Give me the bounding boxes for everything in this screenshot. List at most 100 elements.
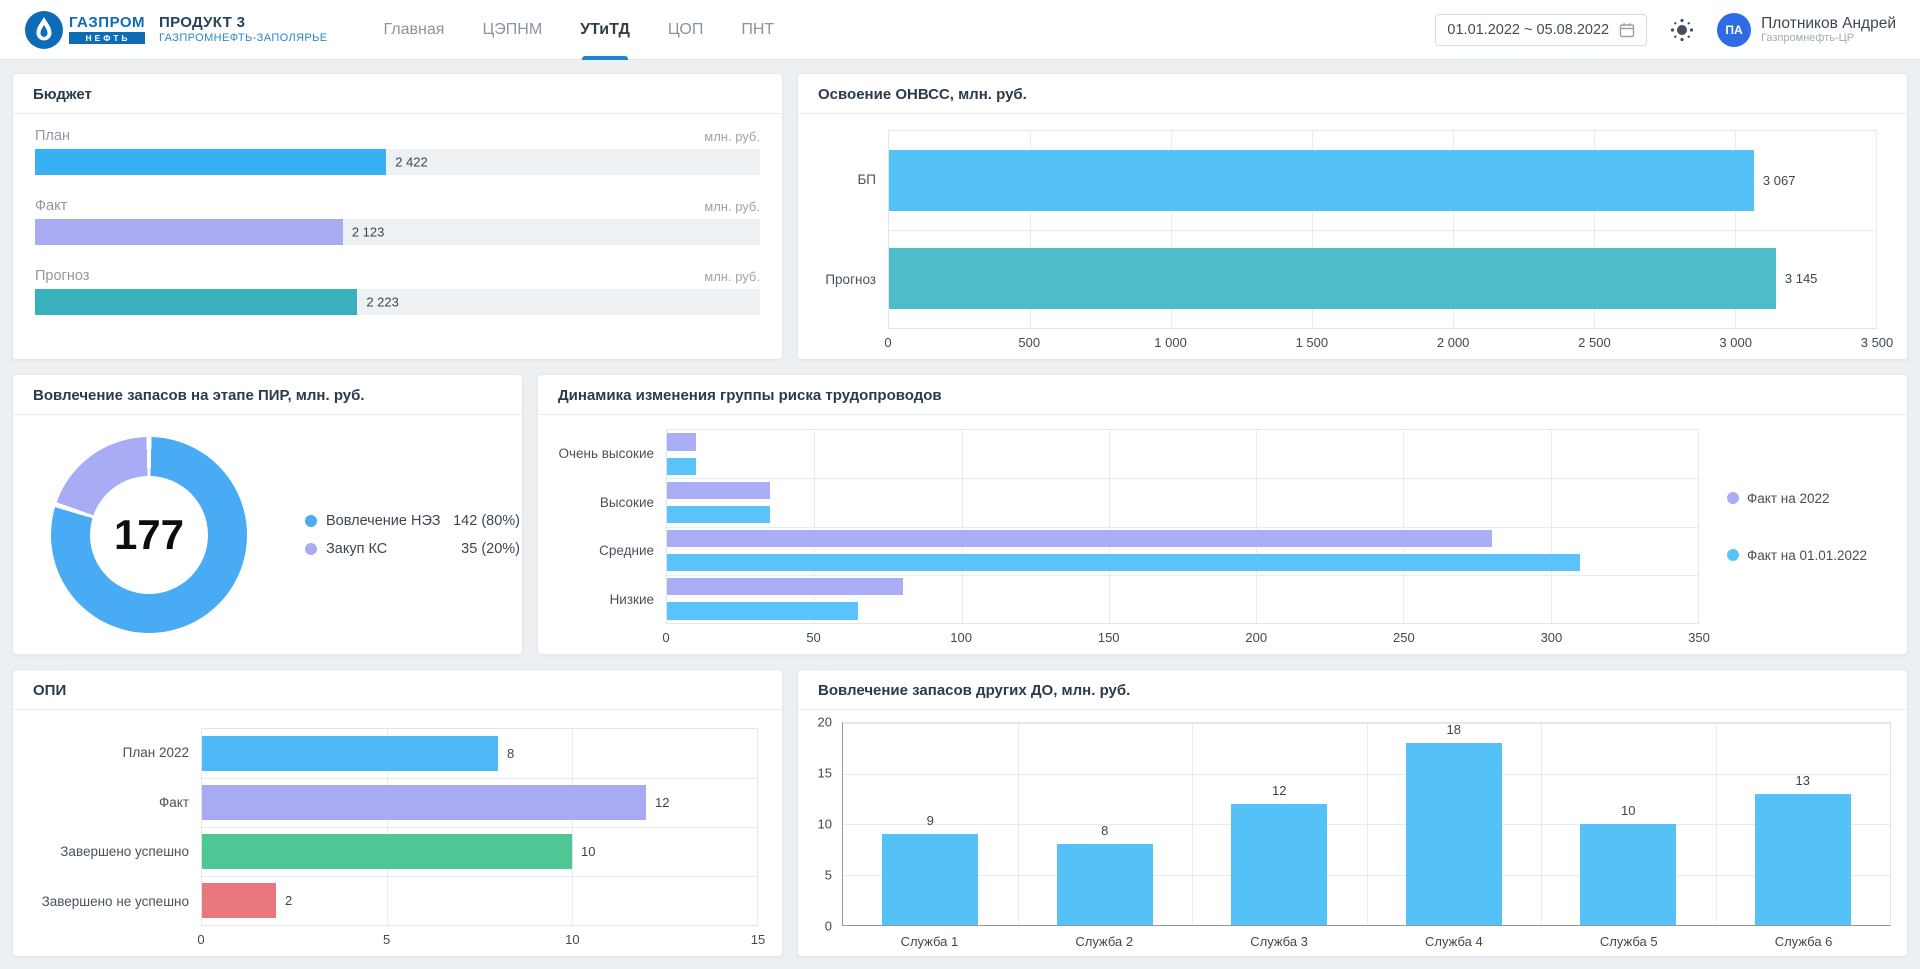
bar-value-label: 9: [927, 813, 934, 828]
date-range-picker[interactable]: 01.01.2022 ~ 05.08.2022: [1435, 14, 1647, 46]
bar-row: [667, 602, 1698, 619]
bar-3: [1231, 804, 1327, 925]
legend-item[interactable]: Факт на 2022: [1727, 491, 1907, 506]
bar-4: [667, 578, 903, 595]
category-labels: Очень высокиеВысокиеСредниеНизкие: [538, 429, 666, 624]
bar-band: [667, 527, 1698, 575]
axis-tick-label: 5: [825, 868, 832, 883]
category-label: Служба 1: [842, 926, 1017, 956]
axis-tick-label: 15: [818, 766, 832, 781]
bar-band: 13: [1716, 723, 1891, 925]
bar-value-label: 3 145: [1785, 271, 1818, 286]
axis-tick-label: 20: [818, 715, 832, 730]
gridline: [1876, 131, 1877, 328]
legend-label: Закуп КС: [326, 541, 387, 557]
legend-item[interactable]: Факт на 01.01.2022: [1727, 548, 1907, 563]
bar-1: [882, 834, 978, 925]
gazprom-neft-logo: ГАЗПРОМ НЕФТЬ: [24, 10, 145, 50]
axis-tick-label: 200: [1245, 630, 1267, 645]
bar-row: 8: [202, 736, 757, 771]
axis-tick-label: 1 000: [1154, 335, 1187, 350]
bar-band: 3 067: [889, 131, 1876, 230]
axis-tick-label: 2 500: [1578, 335, 1611, 350]
product-block: ПРОДУКТ 3 ГАЗПРОМНЕФТЬ-ЗАПОЛЯРЬЕ: [159, 15, 327, 44]
do-chart-area: 051015209812181013Служба 1Служба 2Служба…: [798, 710, 1907, 956]
budget-unit-label: млн. руб.: [704, 269, 760, 284]
axis-tick-label: 5: [383, 932, 390, 947]
nav-tab-1[interactable]: Главная: [384, 0, 445, 60]
bar-band: 12: [1192, 723, 1367, 925]
nav-tab-5[interactable]: ПНТ: [741, 0, 774, 60]
user-menu[interactable]: ПА Плотников Андрей Газпромнефть-ЦР: [1717, 13, 1896, 47]
budget-bar: [35, 289, 357, 315]
axis-tick-label: 300: [1541, 630, 1563, 645]
bar-value-label: 10: [581, 844, 595, 859]
bar-band: [667, 478, 1698, 526]
panel-do-title: Вовлечение запасов других ДО, млн. руб.: [798, 670, 1907, 710]
bar-band: 3 145: [889, 230, 1876, 329]
legend-item[interactable]: Вовлечение НЭЗ142 (80%): [305, 513, 520, 529]
panel-opi-title: ОПИ: [13, 670, 782, 710]
pir-chart-area: 177 Вовлечение НЭЗ142 (80%) Закуп КС 35 (20…: [13, 415, 522, 654]
bar-5: [1580, 824, 1676, 925]
budget-row-label: План: [35, 128, 70, 144]
bar-band: 2: [202, 876, 757, 925]
chart-legend: Факт на 2022 Факт на 01.01.2022: [1699, 429, 1907, 624]
axis-tick-label: 3 000: [1719, 335, 1752, 350]
bar-3: [202, 834, 572, 869]
axis-spacer: [798, 329, 888, 359]
pir-donut-chart: 177 Вовлечение НЭЗ142 (80%) Закуп КС 35 (20…: [13, 415, 522, 654]
bar-4: [202, 883, 276, 918]
nav-tab-4[interactable]: ЦОП: [668, 0, 703, 60]
bar-4: [667, 602, 858, 619]
x-axis: 050100150200250300350: [666, 624, 1699, 654]
axis-spacer: [798, 926, 842, 956]
gridline: [1698, 430, 1699, 623]
bar-row: [667, 433, 1698, 450]
axis-tick-label: 3 500: [1861, 335, 1894, 350]
budget-unit-label: млн. руб.: [704, 199, 760, 214]
bar-2: [667, 506, 770, 523]
category-label: Служба 6: [1716, 926, 1891, 956]
panel-opi: ОПИ План 2022ФактЗавершено успешноЗаверш…: [12, 669, 783, 957]
logo-text-top: ГАЗПРОМ: [69, 15, 145, 30]
nav-tab-3[interactable]: УТиТД: [580, 0, 630, 60]
category-label: Служба 4: [1366, 926, 1541, 956]
legend-value: 35 (20%): [461, 541, 520, 557]
budget-row-head: Прогнозмлн. руб.: [35, 268, 760, 284]
theme-toggle-button[interactable]: [1669, 17, 1695, 43]
user-avatar: ПА: [1717, 13, 1751, 47]
y-axis-labels: 05101520: [798, 722, 842, 926]
axis-tick-label: 50: [806, 630, 820, 645]
category-label: БП: [798, 130, 888, 230]
bar-4: [1406, 743, 1502, 925]
budget-row-head: Планмлн. руб.: [35, 128, 760, 144]
legend-item[interactable]: Закуп КС 35 (20%): [305, 541, 520, 557]
donut-total-value: 177: [114, 511, 184, 559]
bar-value-label: 3 067: [1763, 173, 1796, 188]
category-label: Завершено не успешно: [13, 877, 201, 927]
header-right: 01.01.2022 ~ 05.08.2022 ПА: [1435, 13, 1896, 47]
budget-bar: [35, 219, 343, 245]
plot-area: 8 12 10 2: [201, 728, 758, 926]
category-label: Прогноз: [798, 230, 888, 330]
bar-1: [202, 736, 498, 771]
budget-row: Планмлн. руб. 2 422: [35, 128, 760, 175]
budget-bar: [35, 149, 386, 175]
category-labels: БППрогноз: [798, 130, 888, 329]
budget-row-label: Факт: [35, 198, 67, 214]
bar-1: [889, 150, 1754, 211]
category-label: Служба 3: [1192, 926, 1367, 956]
budget-bar-track: 2 422: [35, 149, 760, 175]
legend-dot-icon: [305, 515, 317, 527]
bars-layer: 9812181013: [843, 723, 1890, 925]
bar-row: 12: [202, 785, 757, 820]
panel-onvss-title: Освоение ОНВСС, млн. руб.: [798, 74, 1907, 114]
bar-band: 8: [202, 729, 757, 778]
product-title: ПРОДУКТ 3: [159, 15, 327, 30]
legend-label: Факт на 2022: [1747, 491, 1830, 506]
bar-1: [667, 458, 696, 475]
nav-tab-2[interactable]: ЦЭПНМ: [482, 0, 542, 60]
axis-tick-label: 0: [884, 335, 891, 350]
risk-chart: Очень высокиеВысокиеСредниеНизкие Факт на…: [538, 415, 1907, 654]
